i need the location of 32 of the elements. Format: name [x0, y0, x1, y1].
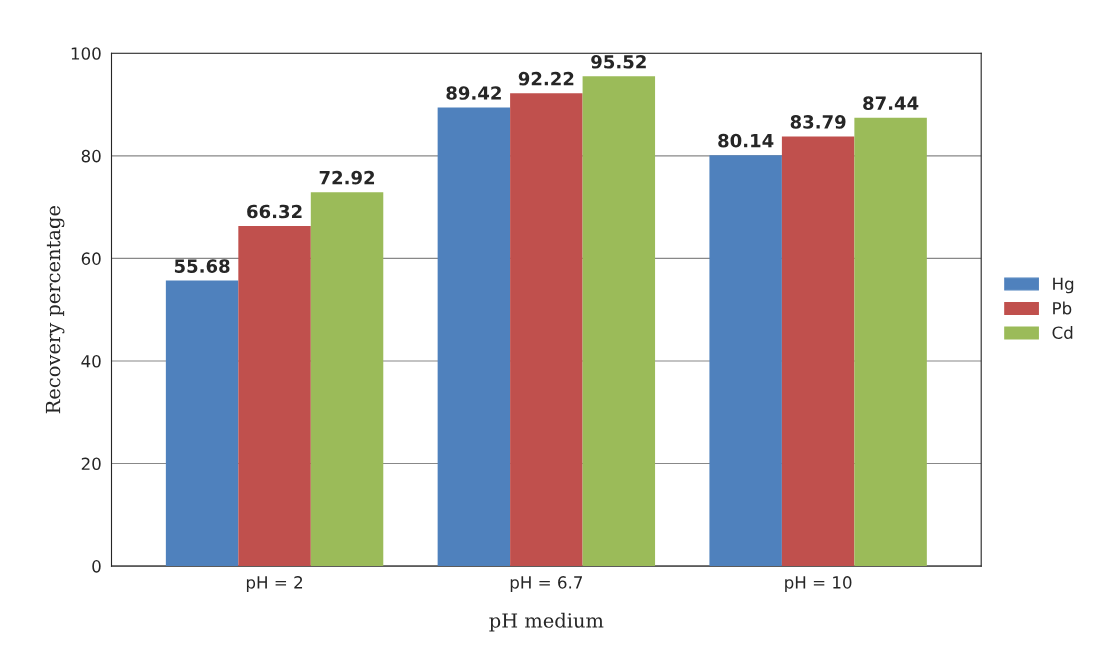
bar [781, 136, 855, 567]
data-label: 66.32 [247, 204, 302, 219]
y-axis-title: Recovery percentage [45, 206, 65, 414]
y-tick-label: 80 [81, 149, 101, 163]
x-tick-label: pH = 6.7 [510, 576, 583, 592]
bar [510, 93, 583, 567]
data-label: 92.22 [518, 71, 574, 86]
y-tick-label: 0 [92, 560, 101, 573]
data-label: 83.79 [790, 115, 846, 129]
legend-label: Pb [1053, 301, 1072, 315]
bar [437, 107, 511, 567]
legend-label: Hg [1053, 277, 1074, 294]
bar [854, 117, 927, 567]
legend-label: Cd [1052, 326, 1073, 339]
y-tick-label: 60 [81, 252, 101, 265]
data-label: 87.44 [863, 96, 919, 111]
x-axis-title: pH medium [489, 612, 604, 632]
x-tick-label: pH = 2 [246, 576, 303, 592]
data-label: 55.68 [174, 259, 230, 273]
data-label: 72.92 [319, 170, 375, 185]
bar [709, 155, 782, 567]
y-tick-label: 20 [81, 457, 101, 471]
bar [165, 280, 239, 567]
x-tick-label: pH = 10 [785, 576, 852, 592]
bar [310, 192, 384, 567]
bar [238, 226, 311, 567]
y-tick-label: 40 [81, 354, 101, 368]
bar [582, 76, 656, 567]
data-label: 80.14 [718, 133, 774, 148]
data-label: 95.52 [591, 54, 646, 69]
data-label: 89.42 [446, 86, 501, 100]
y-tick-label: 100 [71, 47, 101, 60]
